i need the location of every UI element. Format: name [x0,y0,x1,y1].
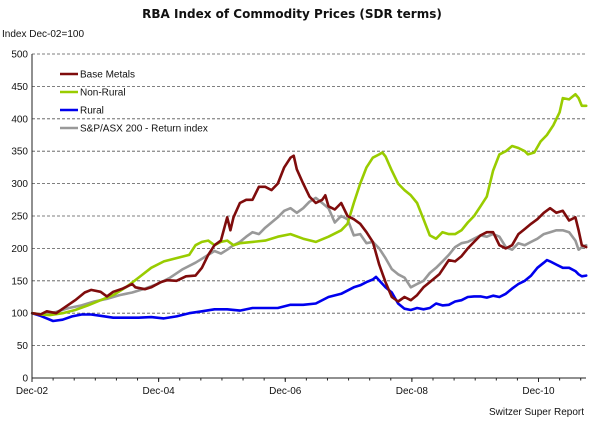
series-line-s-p-asx-200-return-index [30,196,588,316]
y-tick-label: 350 [11,147,28,158]
y-tick-label: 500 [11,50,28,61]
x-tick-label: Dec-08 [396,386,429,397]
legend-label: Non-Rural [80,88,126,99]
series-line-base-metals [30,154,588,316]
legend: Base Metals Non-Rural Rural S&P/ASX 200 - R… [60,70,208,135]
x-tick-label: Dec-06 [269,386,302,397]
y-tick-label: 0 [22,374,28,385]
y-axis-label: Index Dec-02=100 [2,29,84,40]
y-tick-label: 400 [11,114,28,125]
y-tick-label: 150 [11,276,28,287]
y-tick-label: 50 [17,341,29,352]
series-line-non-rural [30,92,588,317]
gridlines [32,53,586,347]
legend-label: Base Metals [80,70,135,81]
y-tick-label: 250 [11,212,28,223]
y-axis-ticks: 0 50 100 150 200 250 300 350 400 450 500 [11,50,28,385]
chart-title: RBA Index of Commodity Prices (SDR terms… [142,7,442,21]
y-tick-label: 300 [11,179,28,190]
x-axis-ticks: Dec-02 Dec-04 Dec-06 Dec-08 Dec-10 [16,378,582,397]
x-tick-label: Dec-02 [16,386,49,397]
y-tick-label: 200 [11,244,28,255]
y-tick-label: 100 [11,309,28,320]
y-tick-label: 450 [11,82,28,93]
series-lines [30,92,588,323]
source-label: Switzer Super Report [489,407,584,418]
legend-label: S&P/ASX 200 - Return index [80,124,208,135]
x-tick-label: Dec-04 [143,386,176,397]
legend-label: Rural [80,106,104,117]
x-tick-label: Dec-10 [522,386,555,397]
